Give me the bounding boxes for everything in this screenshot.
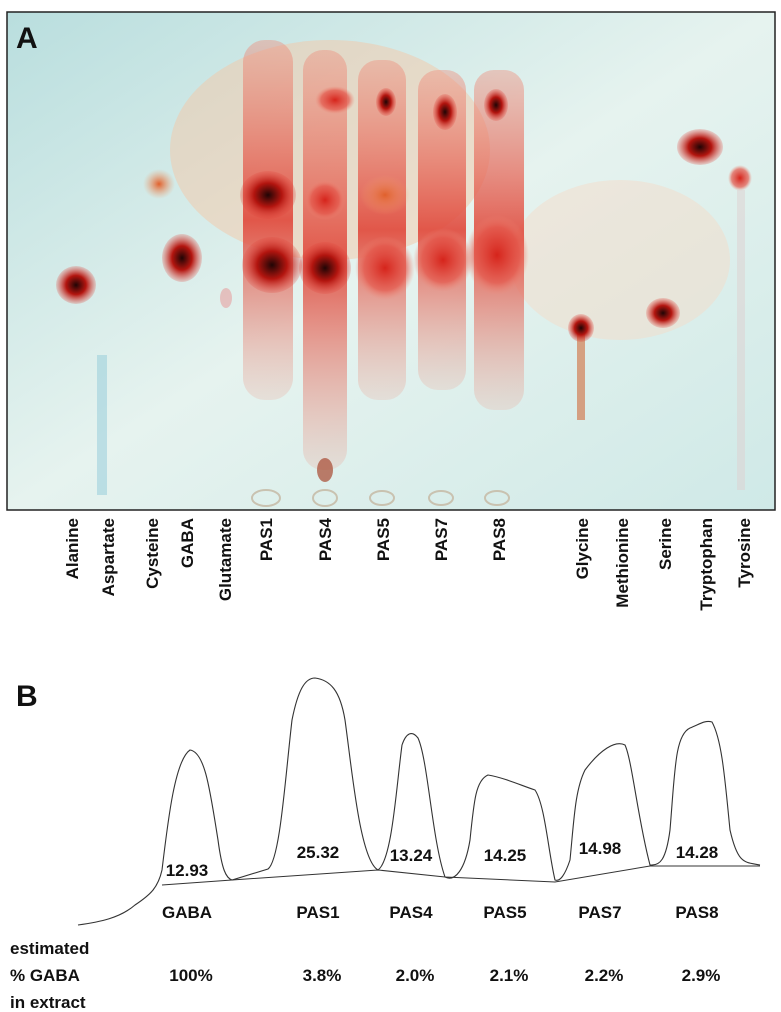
- gaba-percent: 3.8%: [303, 966, 342, 985]
- tlc-plate: [6, 11, 776, 511]
- peak-name: PAS4: [389, 903, 433, 922]
- lane-label: Serine: [656, 518, 675, 570]
- lane-label: Tyrosine: [735, 518, 754, 588]
- peak-name: PAS1: [296, 903, 339, 922]
- lane-label: Aspartate: [99, 518, 118, 596]
- lane-label: PAS5: [374, 518, 393, 561]
- lane-label: Glycine: [573, 518, 592, 579]
- row-label: estimated: [10, 939, 89, 958]
- peak-name: PAS5: [483, 903, 526, 922]
- peak-name: PAS8: [675, 903, 718, 922]
- peak-name: GABA: [162, 903, 212, 922]
- peak-area: 25.32: [297, 843, 340, 862]
- peak-baseline: [161, 865, 760, 886]
- peak-area: 13.24: [390, 846, 433, 865]
- lane-label: Methionine: [613, 518, 632, 608]
- densitometry-trace: [77, 677, 761, 926]
- lane-label: GABA: [178, 518, 197, 568]
- row-label: in extract: [10, 993, 86, 1012]
- lane-label: PAS8: [490, 518, 509, 561]
- gaba-percent: 2.9%: [682, 966, 721, 985]
- lane-label: PAS1: [257, 518, 276, 561]
- panel-label: B: [16, 680, 38, 713]
- lane-label: Alanine: [63, 518, 82, 579]
- lane-label: Glutamate: [216, 518, 235, 601]
- gaba-percent: 100%: [169, 966, 212, 985]
- lane-label: Tryptophan: [697, 518, 716, 611]
- gaba-percent: 2.0%: [396, 966, 435, 985]
- lane-label: PAS7: [432, 518, 451, 561]
- peak-area: 14.98: [579, 839, 622, 858]
- gaba-percent: 2.1%: [490, 966, 529, 985]
- peak-area: 14.25: [484, 846, 527, 865]
- peak-name: PAS7: [578, 903, 621, 922]
- lane-label: Cysteine: [143, 518, 162, 589]
- gaba-percent: 2.2%: [585, 966, 624, 985]
- lane-label: PAS4: [316, 517, 335, 561]
- panel-label: A: [16, 22, 38, 55]
- peak-area: 14.28: [676, 843, 719, 862]
- row-label: % GABA: [10, 966, 80, 985]
- peak-area: 12.93: [166, 861, 209, 880]
